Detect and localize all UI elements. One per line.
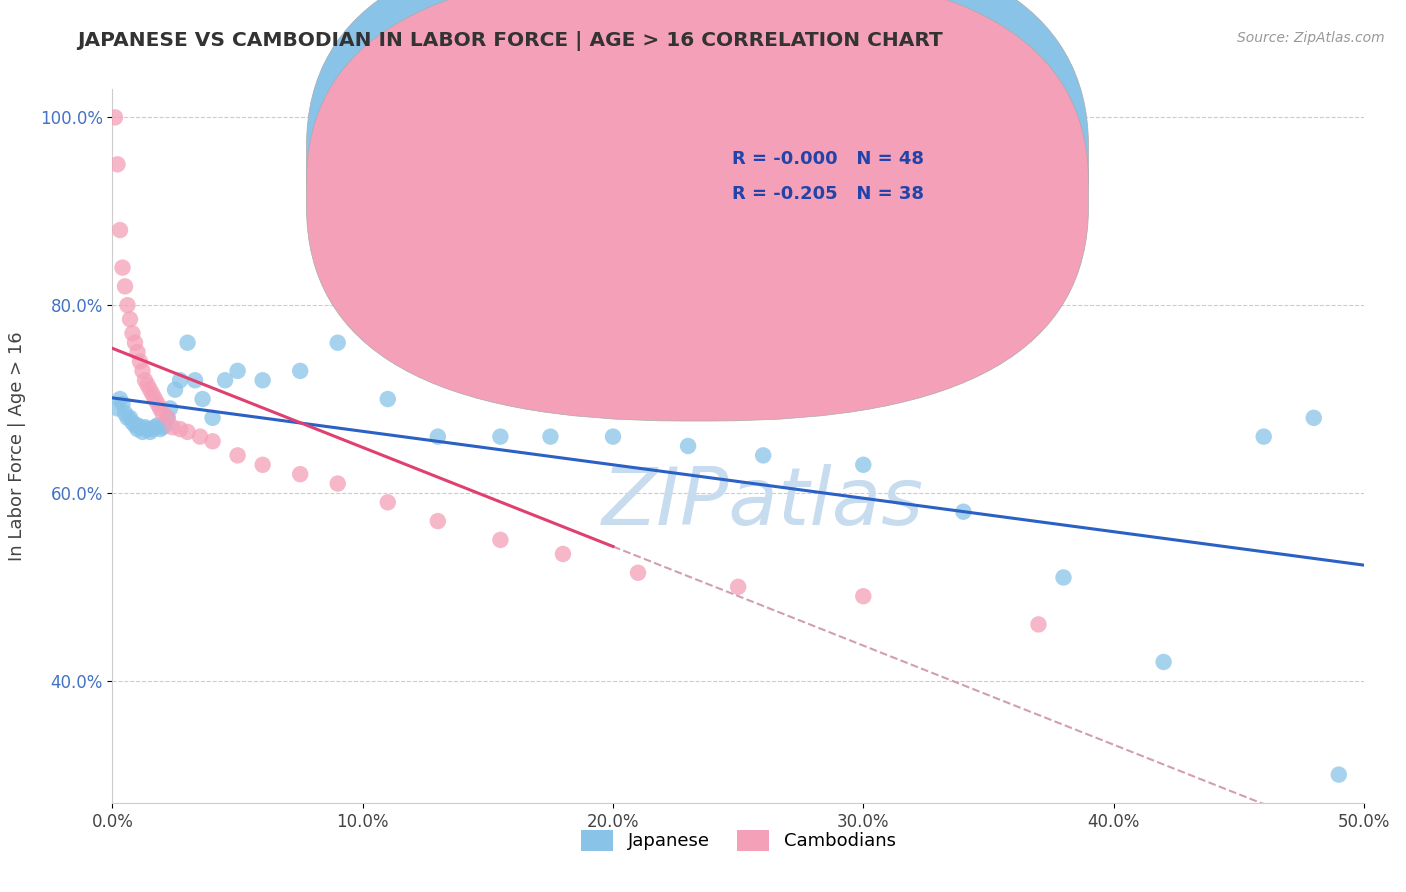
Point xyxy=(1302,410,1324,425)
Point xyxy=(176,425,198,439)
Point xyxy=(159,401,181,416)
Point xyxy=(191,392,214,406)
Point xyxy=(226,449,249,463)
Point xyxy=(114,279,136,293)
Point xyxy=(676,439,699,453)
Point xyxy=(129,354,152,368)
Point xyxy=(326,476,349,491)
Point xyxy=(152,420,174,434)
Point xyxy=(127,418,149,433)
Point xyxy=(852,458,875,472)
Point xyxy=(152,406,174,420)
Point xyxy=(108,223,131,237)
Legend: Japanese, Cambodians: Japanese, Cambodians xyxy=(574,822,903,858)
Point xyxy=(290,467,312,482)
Point xyxy=(377,392,399,406)
Text: Source: ZipAtlas.com: Source: ZipAtlas.com xyxy=(1237,31,1385,45)
Point xyxy=(201,434,224,449)
Point xyxy=(136,422,159,436)
Point xyxy=(131,364,153,378)
Point xyxy=(1327,767,1350,781)
Point xyxy=(727,580,749,594)
Point xyxy=(139,425,162,439)
Point xyxy=(377,495,399,509)
Point xyxy=(136,378,159,392)
Point xyxy=(117,298,139,312)
Point xyxy=(134,373,156,387)
Point xyxy=(489,533,512,547)
Point xyxy=(129,420,152,434)
Point xyxy=(627,566,650,580)
Point xyxy=(538,429,561,443)
Point xyxy=(326,335,349,350)
Y-axis label: In Labor Force | Age > 16: In Labor Force | Age > 16 xyxy=(8,331,25,561)
Point xyxy=(156,410,179,425)
Point xyxy=(252,458,274,472)
Point xyxy=(252,373,274,387)
Point xyxy=(176,335,198,350)
Point xyxy=(163,383,186,397)
Point xyxy=(551,547,574,561)
Point xyxy=(1028,617,1050,632)
Point xyxy=(602,429,624,443)
FancyBboxPatch shape xyxy=(307,0,1088,385)
Point xyxy=(188,429,211,443)
FancyBboxPatch shape xyxy=(664,118,963,225)
Point xyxy=(156,410,179,425)
FancyBboxPatch shape xyxy=(307,0,1088,421)
Point xyxy=(1052,570,1074,584)
Point xyxy=(184,373,207,387)
Point xyxy=(124,418,146,433)
Point xyxy=(226,364,249,378)
Text: R = -0.205   N = 38: R = -0.205 N = 38 xyxy=(733,186,924,203)
Point xyxy=(162,420,184,434)
Point xyxy=(143,420,166,434)
Point xyxy=(121,326,143,341)
Point xyxy=(111,397,134,411)
Point xyxy=(1153,655,1175,669)
Point xyxy=(752,449,775,463)
Point xyxy=(134,420,156,434)
Point xyxy=(201,410,224,425)
Point xyxy=(146,418,169,433)
Point xyxy=(107,401,129,416)
Point xyxy=(118,410,141,425)
Point xyxy=(169,422,191,436)
Point xyxy=(952,505,974,519)
Point xyxy=(121,416,143,430)
Text: R = -0.000   N = 48: R = -0.000 N = 48 xyxy=(733,150,924,168)
Point xyxy=(426,429,449,443)
Point xyxy=(1253,429,1275,443)
Point xyxy=(117,410,139,425)
Point xyxy=(118,312,141,326)
Point xyxy=(149,401,172,416)
Point xyxy=(153,418,176,433)
Point xyxy=(141,422,163,436)
Point xyxy=(141,387,163,401)
Point xyxy=(114,406,136,420)
Point xyxy=(127,345,149,359)
Point xyxy=(143,392,166,406)
Point xyxy=(290,364,312,378)
Point xyxy=(214,373,236,387)
Point xyxy=(139,383,162,397)
Text: JAPANESE VS CAMBODIAN IN LABOR FORCE | AGE > 16 CORRELATION CHART: JAPANESE VS CAMBODIAN IN LABOR FORCE | A… xyxy=(77,31,943,51)
Point xyxy=(169,373,191,387)
Point xyxy=(107,157,129,171)
Point xyxy=(111,260,134,275)
Point xyxy=(108,392,131,406)
Point xyxy=(127,422,149,436)
Point xyxy=(426,514,449,528)
Point xyxy=(149,422,172,436)
Text: ZIPatlas: ZIPatlas xyxy=(602,464,924,542)
Point xyxy=(124,335,146,350)
Point xyxy=(489,429,512,443)
Point xyxy=(104,111,127,125)
Point xyxy=(131,425,153,439)
Point xyxy=(852,589,875,603)
Point xyxy=(146,397,169,411)
